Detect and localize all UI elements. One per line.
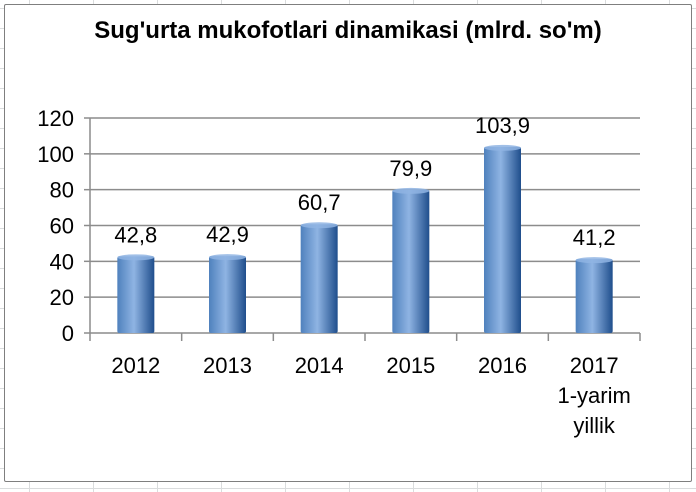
x-tick-label: yillik bbox=[573, 413, 616, 438]
bar bbox=[117, 256, 154, 333]
data-label: 42,8 bbox=[114, 222, 157, 247]
y-tick-label: 60 bbox=[50, 214, 74, 239]
bar bbox=[576, 259, 613, 333]
data-label: 60,7 bbox=[298, 190, 341, 215]
x-tick-label: 2016 bbox=[478, 353, 527, 378]
bar bbox=[484, 147, 521, 333]
data-label: 41,2 bbox=[573, 225, 616, 250]
x-tick-label: 2012 bbox=[111, 353, 160, 378]
y-tick-label: 0 bbox=[62, 321, 74, 346]
bar-top-cap bbox=[117, 254, 154, 260]
chart-area[interactable]: Sug'urta mukofotlari dinamikasi (mlrd. s… bbox=[4, 4, 692, 482]
bar bbox=[392, 190, 429, 333]
plot-area: 0 20 40 60 80 100 120 42,8 2012 42,9 2013 60,7 2014 7… bbox=[5, 5, 691, 481]
bar bbox=[301, 224, 338, 333]
bar-top-cap bbox=[301, 222, 338, 228]
x-tick-label: 2014 bbox=[295, 353, 344, 378]
x-tick-label: 1-yarim bbox=[557, 383, 630, 408]
bar bbox=[209, 256, 246, 333]
y-tick-label: 80 bbox=[50, 178, 74, 203]
bar-top-cap bbox=[576, 257, 613, 263]
x-tick-label: 2015 bbox=[386, 353, 435, 378]
data-label: 42,9 bbox=[206, 222, 249, 247]
x-tick-label: 2017 bbox=[570, 353, 619, 378]
data-label: 103,9 bbox=[475, 113, 530, 138]
y-tick-label: 40 bbox=[50, 249, 74, 274]
y-tick-label: 20 bbox=[50, 285, 74, 310]
data-label: 79,9 bbox=[389, 156, 432, 181]
x-tick-label: 2013 bbox=[203, 353, 252, 378]
bar-top-cap bbox=[209, 254, 246, 260]
y-tick-label: 100 bbox=[37, 142, 74, 167]
bar-top-cap bbox=[392, 188, 429, 194]
y-tick-label: 120 bbox=[37, 106, 74, 131]
bar-top-cap bbox=[484, 145, 521, 151]
